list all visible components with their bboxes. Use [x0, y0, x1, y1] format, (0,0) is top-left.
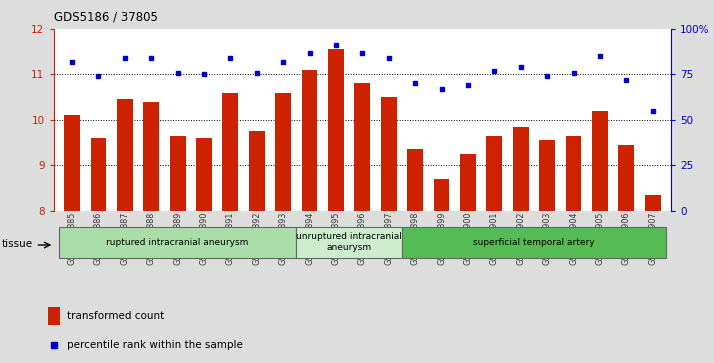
Bar: [433, 179, 449, 211]
Bar: [301, 70, 318, 211]
Text: percentile rank within the sample: percentile rank within the sample: [67, 340, 243, 350]
Bar: [144, 102, 159, 211]
Bar: [64, 115, 80, 211]
Bar: [170, 136, 186, 211]
Bar: [196, 138, 212, 211]
Bar: [354, 83, 371, 211]
Bar: [407, 149, 423, 211]
Text: ruptured intracranial aneurysm: ruptured intracranial aneurysm: [106, 238, 248, 247]
Text: transformed count: transformed count: [67, 311, 164, 321]
Bar: [48, 307, 60, 325]
Bar: [381, 97, 397, 211]
FancyBboxPatch shape: [296, 227, 402, 258]
Bar: [486, 136, 502, 211]
FancyBboxPatch shape: [402, 227, 666, 258]
Bar: [618, 145, 634, 211]
Bar: [645, 195, 660, 211]
Bar: [249, 131, 265, 211]
Bar: [276, 93, 291, 211]
Bar: [223, 93, 238, 211]
Text: tissue: tissue: [1, 239, 33, 249]
Bar: [328, 49, 344, 211]
Text: unruptured intracranial
aneurysm: unruptured intracranial aneurysm: [296, 232, 402, 252]
Bar: [117, 99, 133, 211]
Bar: [565, 136, 581, 211]
FancyBboxPatch shape: [59, 227, 296, 258]
Bar: [91, 138, 106, 211]
Text: superficial temporal artery: superficial temporal artery: [473, 238, 595, 247]
Bar: [513, 127, 528, 211]
Bar: [539, 140, 555, 211]
Bar: [460, 154, 476, 211]
Text: GDS5186 / 37805: GDS5186 / 37805: [54, 11, 157, 24]
Bar: [592, 111, 608, 211]
